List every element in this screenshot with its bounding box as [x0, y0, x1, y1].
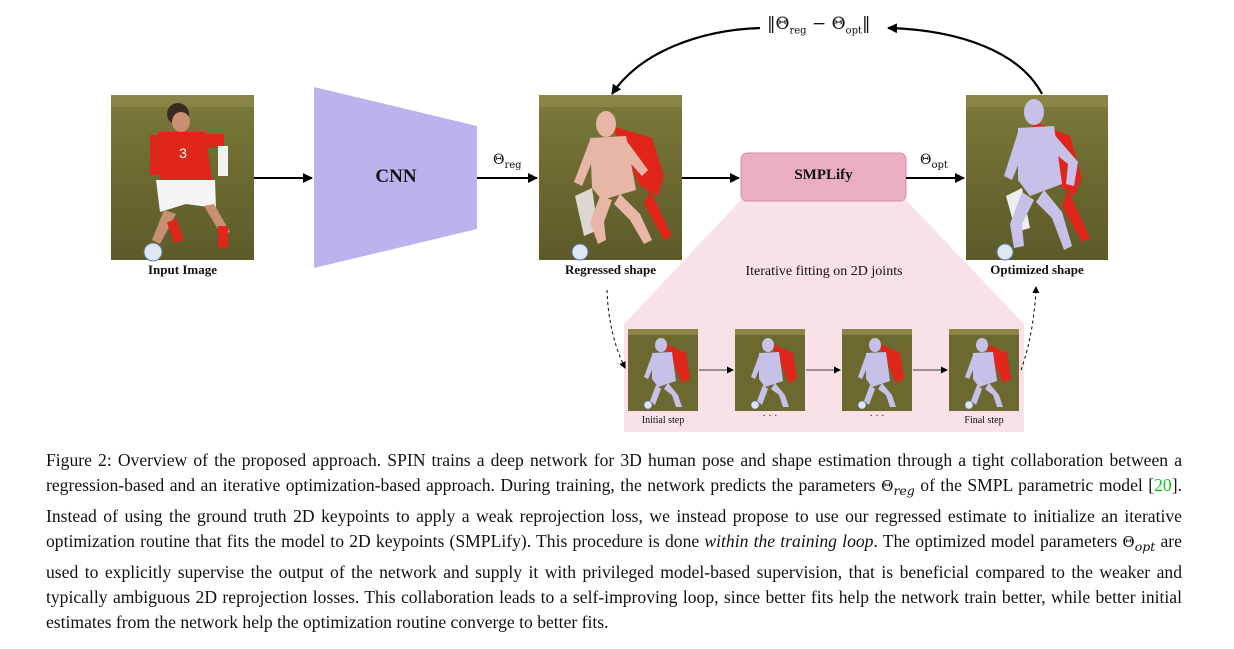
caption-text-5: are used to explicitly supervise the out…	[46, 531, 1182, 633]
caption-theta-reg-symbol: Θ	[881, 477, 894, 496]
optimized-shape-image	[966, 95, 1108, 261]
step-label-mid-1: · · ·	[762, 411, 778, 422]
caption-text-1: Figure 2: Overview of the proposed appro…	[46, 450, 1182, 496]
figure-diagram: 3	[111, 23, 1108, 432]
loss-sub-opt: opt	[845, 25, 862, 37]
step-label-initial: Initial step	[641, 415, 685, 426]
loss-sub-reg: reg	[789, 25, 807, 37]
theta-reg-label: Θreg	[493, 152, 522, 171]
regressed-shape-label: Regressed shape	[564, 262, 657, 277]
arrow-optimized-to-loss	[887, 23, 1043, 95]
smplify-label: SMPLify	[794, 167, 853, 183]
caption-emphasis: within the training loop	[704, 531, 874, 552]
cnn-label: CNN	[375, 166, 417, 187]
theta-opt-label: Θopt	[920, 152, 948, 171]
caption-text-2: of the SMPL parametric model [	[914, 475, 1155, 496]
regressed-shape-image	[539, 95, 682, 261]
svg-text:3: 3	[179, 145, 187, 161]
dashed-arrow-steps-to-optimized	[1020, 286, 1040, 371]
caption-theta-reg-subscript: reg	[893, 483, 915, 499]
step-thumbnail-4	[949, 329, 1019, 411]
caption-theta-reg: Θreg	[881, 477, 915, 499]
method-overview-figure: 3	[111, 14, 1108, 432]
theta-reg-subscript: reg	[504, 159, 522, 171]
cnn-block	[314, 87, 477, 268]
step-thumbnail-1	[628, 329, 698, 411]
input-image-label: Input Image	[148, 262, 217, 277]
figure-caption: Figure 2: Overview of the proposed appro…	[46, 448, 1182, 636]
dashed-arrow-regressed-to-steps	[606, 289, 626, 369]
step-label-mid-2: · · ·	[869, 411, 885, 422]
caption-theta-opt-symbol: Θ	[1122, 533, 1135, 552]
step-label-final: Final step	[964, 415, 1004, 426]
step-thumbnail-3	[842, 329, 912, 411]
arrow-loss-to-regressed	[611, 26, 761, 95]
loss-label: ‖Θreg − Θopt‖	[767, 14, 871, 36]
citation-link[interactable]: 20	[1154, 475, 1172, 496]
caption-theta-opt-subscript: opt	[1134, 539, 1156, 555]
loss-close: ‖	[862, 14, 871, 34]
loss-open: ‖Θ	[767, 14, 790, 34]
theta-reg-symbol: Θ	[493, 152, 505, 168]
caption-theta-opt: Θopt	[1122, 533, 1156, 555]
loss-minus: − Θ	[806, 14, 846, 34]
input-image: 3	[111, 95, 254, 262]
theta-opt-subscript: opt	[931, 159, 948, 171]
fitting-region-fan	[624, 200, 1024, 324]
caption-text-4: . The optimized model parameters	[873, 531, 1123, 552]
step-thumbnail-2	[735, 329, 805, 411]
theta-opt-symbol: Θ	[920, 152, 932, 168]
optimized-shape-label: Optimized shape	[990, 262, 1084, 277]
iterative-fitting-label: Iterative fitting on 2D joints	[745, 264, 903, 279]
caption-text-3: ]. Instead of using the ground truth 2D …	[46, 475, 1182, 552]
